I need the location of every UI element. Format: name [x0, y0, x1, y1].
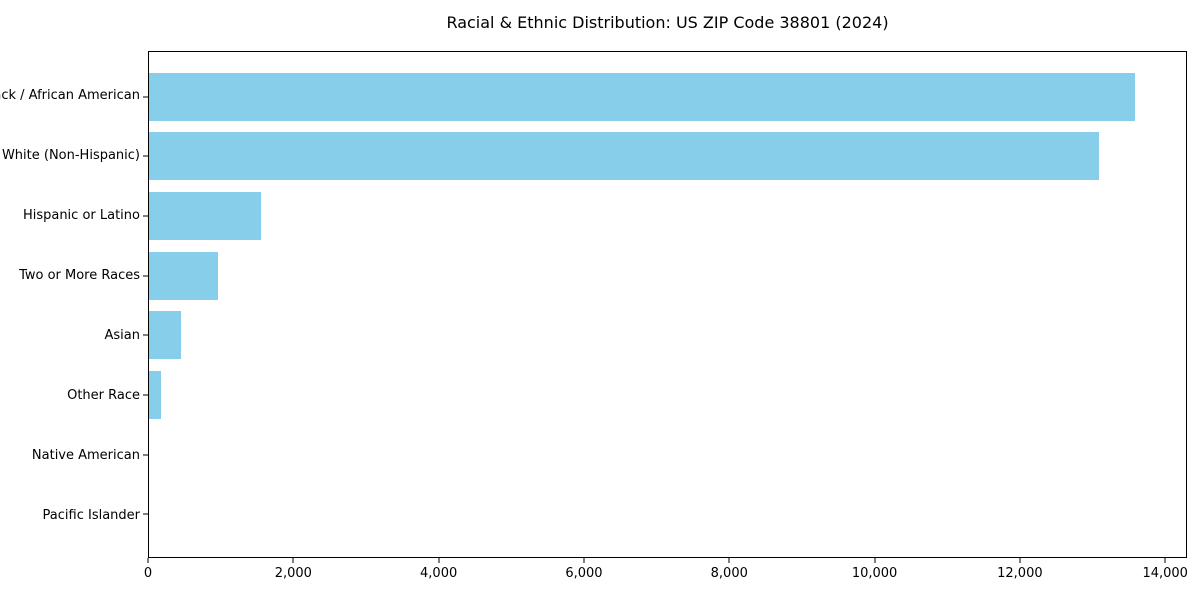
bar: [149, 72, 1136, 121]
y-label-row: Pacific Islander: [0, 485, 140, 545]
bar-row: [143, 484, 1186, 544]
bar: [149, 311, 181, 360]
y-tick-mark: [143, 275, 149, 277]
y-category-label: Two or More Races: [19, 268, 140, 284]
bar: [149, 251, 218, 300]
y-label-row: Native American: [0, 425, 140, 485]
x-tick-mark: [438, 558, 440, 563]
x-tick-mark: [1019, 558, 1021, 563]
x-tick-label: 0: [143, 566, 153, 581]
plot-area: [143, 51, 1187, 558]
bar-row: [143, 246, 1186, 306]
x-axis: 0 2,000 4,000 6,000 8,000 10,000 12,000 14,000: [144, 558, 1188, 594]
x-tick-mark: [583, 558, 585, 563]
bar: [149, 370, 161, 419]
y-category-label: Pacific Islander: [42, 507, 140, 523]
bar: [149, 132, 1099, 181]
bar-row: [143, 186, 1186, 246]
y-category-label: Asian: [104, 327, 140, 343]
y-tick-mark: [143, 334, 149, 336]
y-label-row: Black / African American: [0, 66, 140, 126]
x-tick-mark: [728, 558, 730, 563]
y-tick-mark: [143, 513, 149, 515]
x-tick-label: 4,000: [420, 566, 458, 581]
bar-row: [143, 127, 1186, 187]
x-tick-label: 14,000: [1142, 566, 1188, 581]
y-label-row: Asian: [0, 306, 140, 366]
bar: [149, 192, 262, 241]
y-category-label: Other Race: [67, 387, 140, 403]
y-tick-mark: [143, 215, 149, 217]
bar-row: [143, 365, 1186, 425]
x-tick-label: 2,000: [274, 566, 312, 581]
y-tick-mark: [143, 394, 149, 396]
x-tick-mark: [1164, 558, 1166, 563]
y-category-label: White (Non-Hispanic): [1, 148, 140, 164]
chart-title: Racial & Ethnic Distribution: US ZIP Cod…: [446, 13, 889, 32]
x-tick-mark: [874, 558, 876, 563]
y-category-label: Native American: [31, 447, 140, 463]
bar-row: [143, 306, 1186, 366]
x-tick-mark: [292, 558, 294, 563]
y-label-row: Other Race: [0, 365, 140, 425]
y-tick-mark: [143, 155, 149, 157]
x-tick-label: 12,000: [997, 566, 1043, 581]
plot-rows: [143, 52, 1186, 557]
y-tick-mark: [143, 454, 149, 456]
x-tick-mark: [147, 558, 149, 563]
y-label-row: Hispanic or Latino: [0, 186, 140, 246]
bar-row: [143, 67, 1186, 127]
y-tick-mark: [143, 96, 149, 98]
x-tick-label: 8,000: [710, 566, 748, 581]
y-axis-labels: Black / African American White (Non-Hispa…: [0, 51, 140, 558]
y-label-row: Two or More Races: [0, 246, 140, 306]
y-category-label: Hispanic or Latino: [22, 208, 140, 224]
x-tick-label: 6,000: [565, 566, 603, 581]
y-category-label: Black / African American: [0, 88, 140, 104]
x-tick-label: 10,000: [851, 566, 898, 581]
bar-row: [143, 425, 1186, 485]
y-label-row: White (Non-Hispanic): [0, 126, 140, 186]
